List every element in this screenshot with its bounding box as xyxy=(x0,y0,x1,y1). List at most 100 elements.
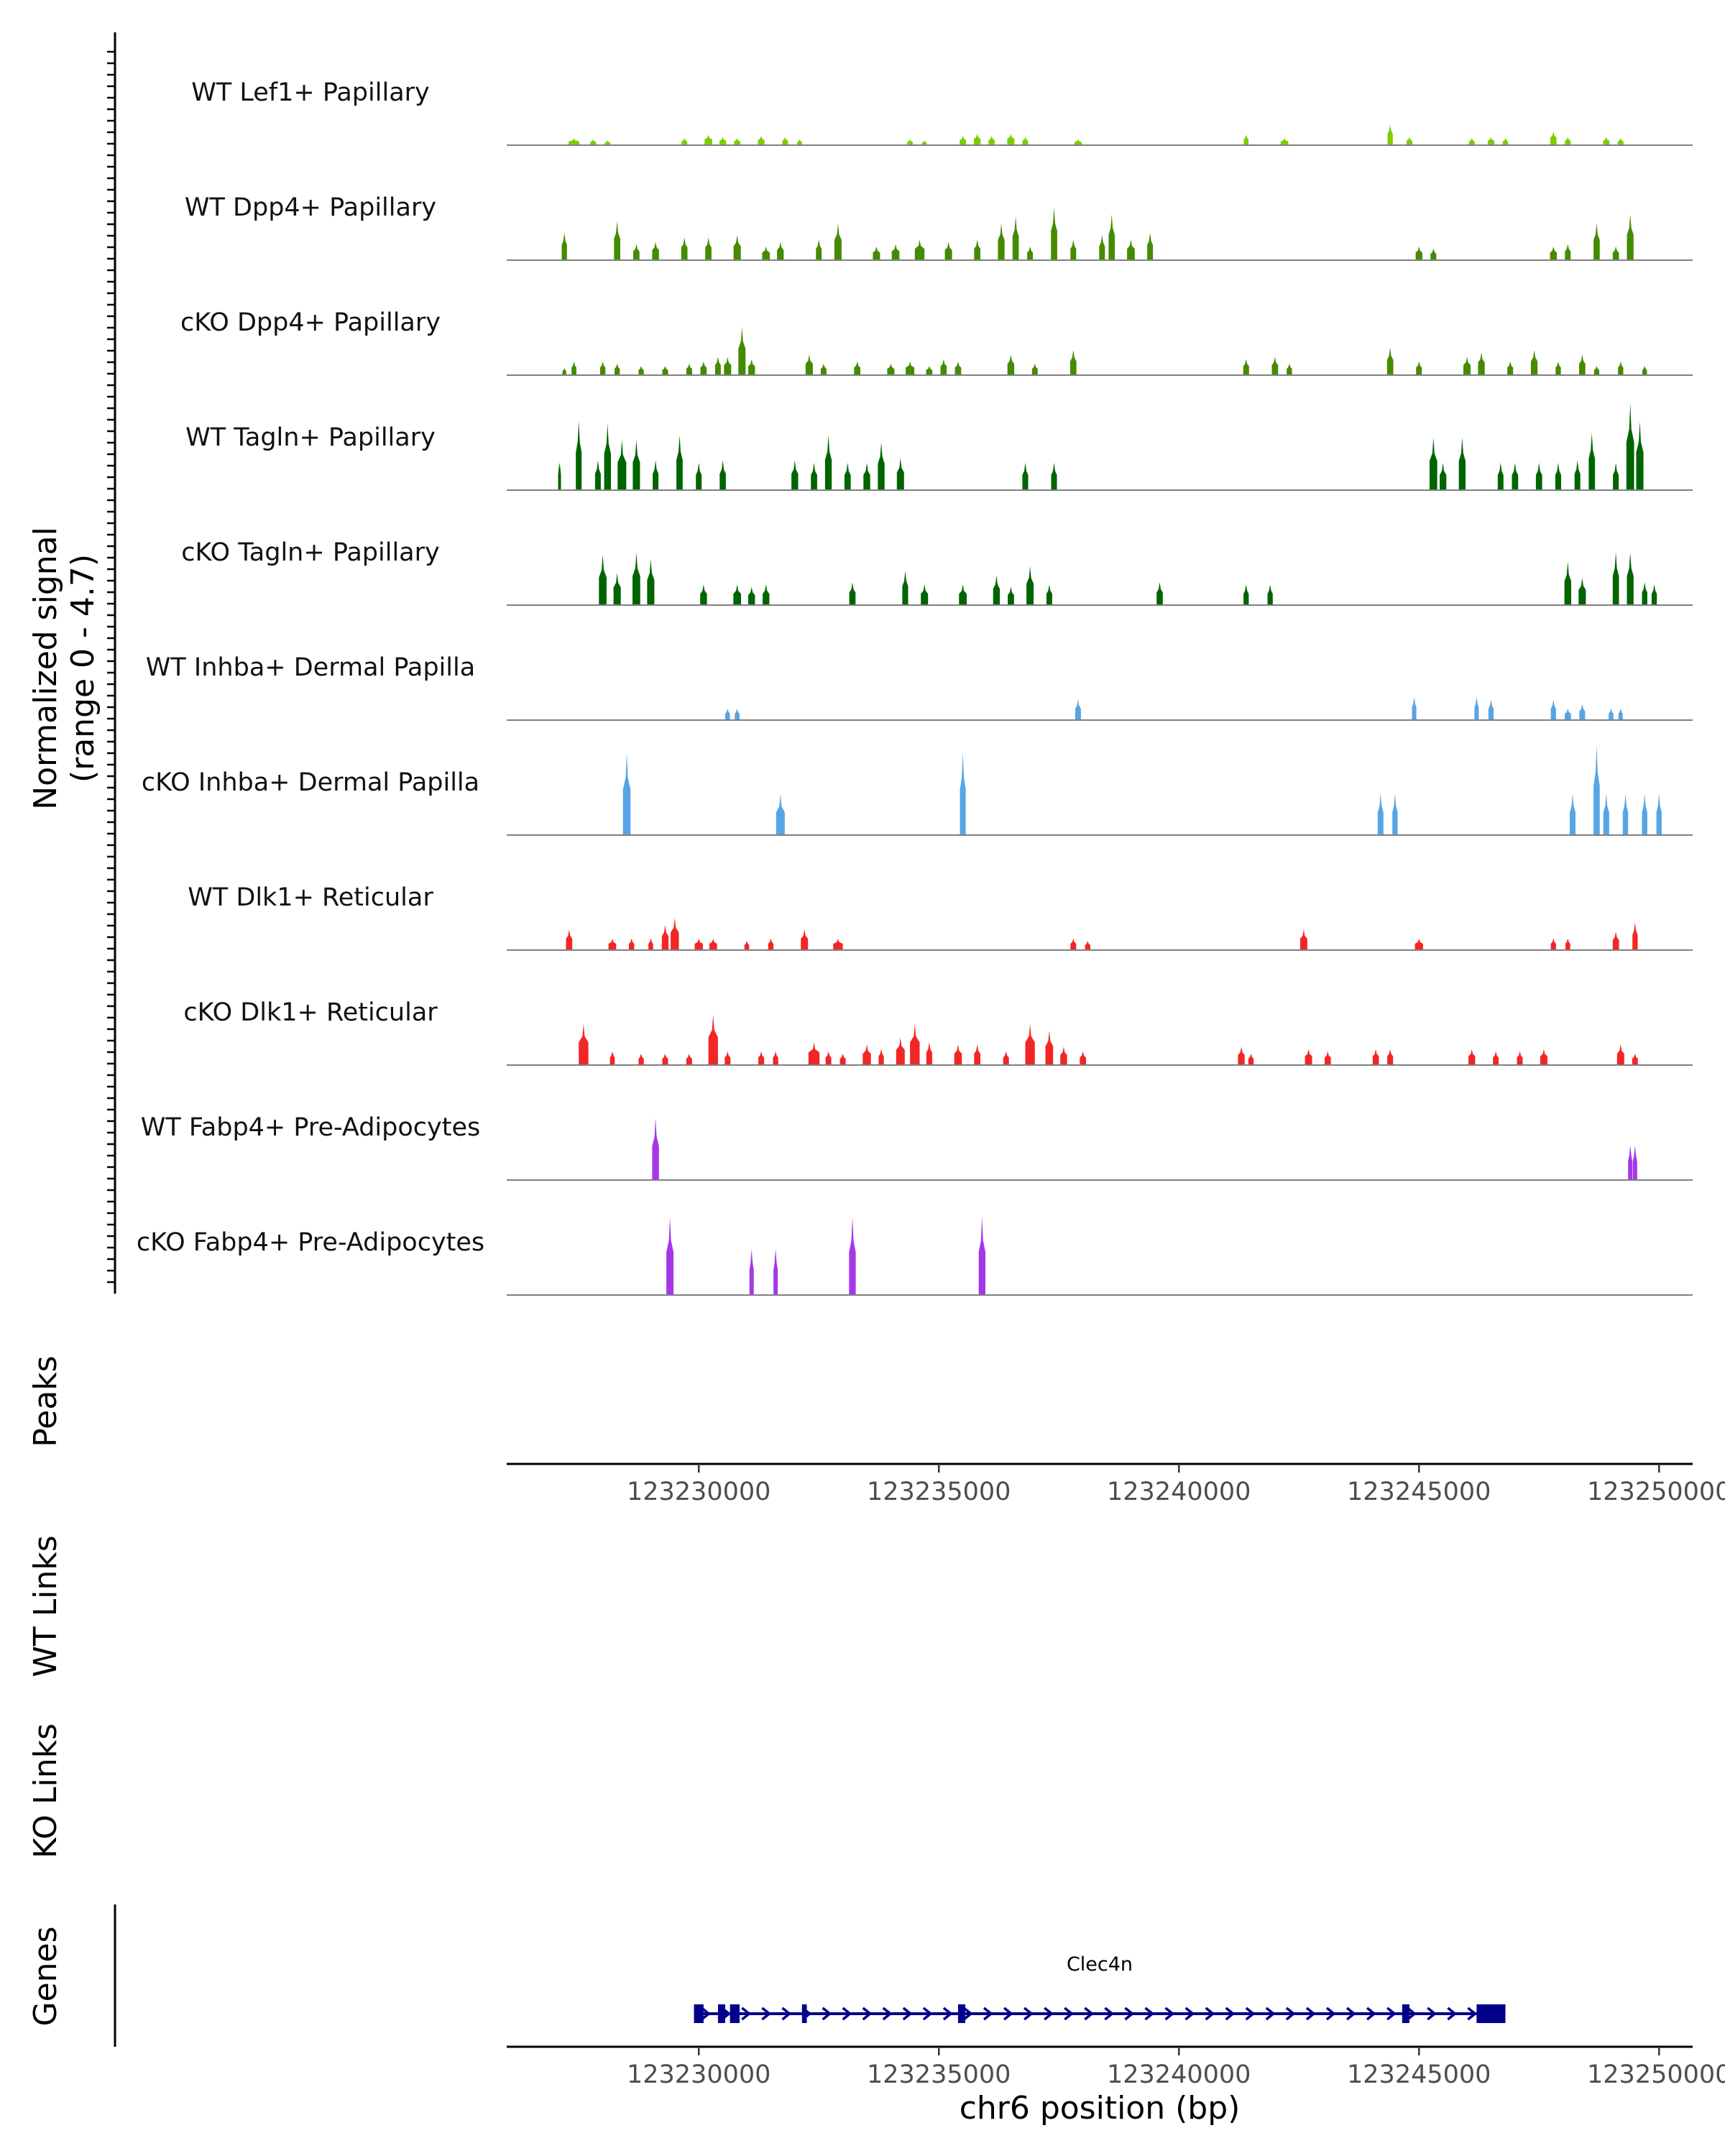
coverage-track: WT Fabp4+ Pre-Adipocytes xyxy=(141,1113,1693,1181)
coverage-track: WT Lef1+ Papillary xyxy=(191,78,1693,146)
coverage-peak xyxy=(1022,462,1029,490)
coverage-peak xyxy=(576,421,582,490)
coverage-peak xyxy=(907,139,914,145)
coverage-peak xyxy=(686,364,692,375)
genes-panel-label: Genes xyxy=(27,1926,64,2026)
coverage-peak xyxy=(940,359,947,375)
coverage-peak xyxy=(906,361,915,375)
coverage-peak xyxy=(590,139,597,145)
gene-exon xyxy=(730,2004,740,2023)
strand-arrow xyxy=(701,2007,712,2021)
coverage-peak xyxy=(816,239,822,260)
coverage-peak xyxy=(561,232,567,260)
coverage-peak xyxy=(704,134,712,145)
coverage-track: WT Dlk1+ Reticular xyxy=(188,883,1693,951)
coverage-peak xyxy=(1003,1051,1009,1065)
coverage-peak xyxy=(734,138,740,145)
coverage-peak xyxy=(1108,214,1115,260)
coverage-peak xyxy=(840,1054,846,1065)
coverage-peak xyxy=(854,361,860,375)
coverage-peak xyxy=(825,1051,832,1065)
strand-arrow xyxy=(1305,2007,1316,2021)
strand-arrow xyxy=(1407,2007,1417,2021)
coverage-peak xyxy=(944,241,952,260)
coverage-peak xyxy=(686,1054,692,1065)
coverage-peak xyxy=(954,361,962,375)
coverage-peak xyxy=(1622,793,1629,835)
coverage-peak xyxy=(791,460,799,490)
strand-arrow xyxy=(1205,2007,1215,2021)
x-tick-label: 123245000 xyxy=(1347,1478,1491,1506)
track-label: cKO Inhba+ Dermal Papilla xyxy=(142,768,479,797)
coverage-peak xyxy=(1603,137,1610,145)
coverage-peak xyxy=(1626,402,1634,490)
coverage-peak xyxy=(959,584,967,605)
coverage-peak xyxy=(1565,939,1570,950)
coverage-peak xyxy=(719,137,727,145)
coverage-peak xyxy=(1579,704,1586,720)
coverage-peak xyxy=(662,366,668,375)
coverage-peak xyxy=(1026,566,1034,605)
coverage-peak xyxy=(1627,552,1634,605)
strand-arrow xyxy=(1184,2007,1195,2021)
coverage-peak xyxy=(1574,460,1581,490)
coverage-peak xyxy=(1651,584,1657,605)
track-label: WT Inhba+ Dermal Papilla xyxy=(146,653,475,682)
track-label: WT Dpp4+ Papillary xyxy=(185,193,436,222)
coverage-track: cKO Dpp4+ Papillary xyxy=(180,308,1693,376)
coverage-peak xyxy=(1612,931,1619,950)
coverage-peak xyxy=(632,439,640,490)
coverage-peak xyxy=(1075,699,1081,720)
coverage-peak xyxy=(998,223,1005,260)
coverage-peak xyxy=(1007,354,1015,375)
coverage-peak xyxy=(1127,239,1135,260)
coverage-peak xyxy=(777,241,784,260)
coverage-peak xyxy=(1517,1051,1523,1065)
coverage-peak xyxy=(724,356,732,375)
coverage-peak xyxy=(1099,234,1105,260)
coverage-peak xyxy=(1027,246,1034,260)
coverage-peak xyxy=(705,237,712,260)
coverage-peak xyxy=(708,1014,718,1065)
coverage-peak xyxy=(758,136,765,145)
coverage-peak xyxy=(1593,366,1600,375)
coverage-peak xyxy=(724,1051,731,1065)
coverage-peak xyxy=(1416,361,1422,375)
coverage-peak xyxy=(1392,793,1398,835)
coverage-peak xyxy=(1267,584,1273,605)
coverage-peak xyxy=(1628,1146,1633,1180)
coverage-peak xyxy=(615,364,620,375)
strand-arrow xyxy=(1366,2007,1376,2021)
coverage-peak xyxy=(1488,699,1494,720)
coverage-peak xyxy=(1243,359,1249,375)
coverage-peak xyxy=(613,573,621,605)
coverage-peak xyxy=(1243,584,1249,605)
coverage-peak xyxy=(1550,939,1556,950)
coverage-peak xyxy=(844,462,851,490)
coverage-peak xyxy=(709,939,717,950)
coverage-peak xyxy=(960,136,966,145)
coverage-peak xyxy=(1074,139,1082,145)
coverage-peak xyxy=(896,1037,905,1065)
coverage-peak xyxy=(1147,232,1154,260)
coverage-peak xyxy=(878,442,885,490)
coverage-peak xyxy=(648,939,653,950)
track-label: cKO Dpp4+ Papillary xyxy=(180,308,441,337)
coverage-peak xyxy=(1070,939,1077,950)
strand-arrow xyxy=(983,2007,993,2021)
strand-arrow xyxy=(1104,2007,1115,2021)
coverage-peak xyxy=(1372,1049,1379,1065)
strand-arrow xyxy=(822,2007,832,2021)
coverage-peak xyxy=(1618,361,1624,375)
coverage-peak xyxy=(1618,709,1623,720)
coverage-peak xyxy=(914,239,925,260)
coverage-peak xyxy=(744,941,750,950)
coverage-peak xyxy=(988,136,995,145)
coverage-peak xyxy=(700,361,707,375)
coverage-peak xyxy=(1238,1046,1245,1065)
coverage-peak xyxy=(974,239,980,260)
coverage-peak xyxy=(1555,462,1561,490)
coverage-peak xyxy=(633,244,640,260)
coverage-peak xyxy=(1642,793,1647,835)
strand-arrow xyxy=(842,2007,852,2021)
